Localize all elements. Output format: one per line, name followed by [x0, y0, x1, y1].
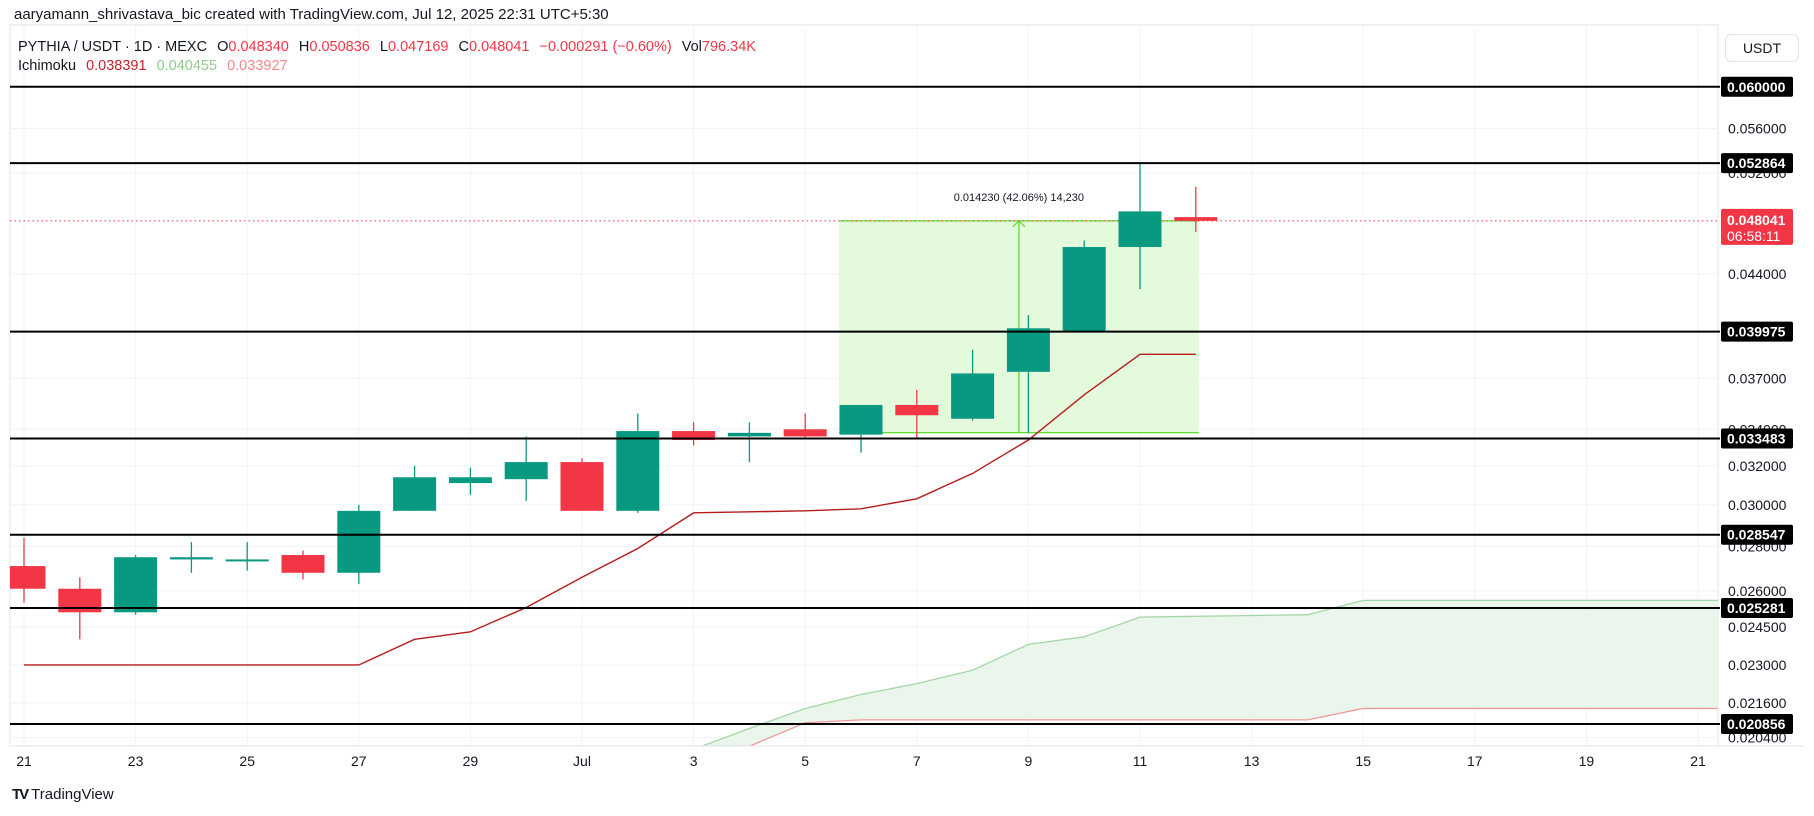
candle-body — [1062, 247, 1106, 332]
time-axis-label: 27 — [351, 753, 367, 769]
last-price-label: 0.048041 — [1727, 212, 1786, 228]
time-axis-label: 19 — [1579, 753, 1595, 769]
candle-body — [616, 431, 660, 511]
candle-body — [281, 555, 325, 573]
high-value: H0.050836 — [298, 39, 370, 55]
price-axis-label: 0.021600 — [1728, 695, 1787, 711]
price-axis-label: 0.056000 — [1728, 120, 1787, 136]
candle-body — [337, 510, 381, 573]
level-price-label: 0.025281 — [1727, 600, 1786, 616]
time-axis-label: 21 — [1690, 753, 1706, 769]
candle-body — [504, 462, 548, 480]
tradingview-logo: TV TradingView — [12, 786, 114, 803]
tradingview-logo-icon: TV — [12, 786, 29, 803]
candle-body — [951, 373, 995, 419]
last-price-tag — [1721, 208, 1793, 245]
candle-body — [1006, 328, 1050, 372]
countdown-label: 06:58:11 — [1727, 228, 1781, 244]
change-value: −0.000291 (−0.60%) — [539, 39, 672, 55]
time-axis-label: 9 — [1025, 753, 1033, 769]
price-axis-label: 0.023000 — [1728, 657, 1787, 673]
candle-body — [895, 404, 939, 416]
chart-legend: PYTHIA / USDT · 1D · MEXC O0.048340 H0.0… — [18, 38, 762, 76]
candle-body — [727, 432, 771, 437]
symbol-title[interactable]: PYTHIA / USDT · 1D · MEXC — [18, 39, 208, 55]
level-price-label: 0.020856 — [1727, 716, 1786, 732]
time-axis-label: 11 — [1133, 753, 1148, 769]
level-price-tag — [1721, 597, 1793, 618]
candle-body — [169, 557, 213, 560]
level-price-label: 0.052864 — [1727, 155, 1786, 171]
price-axis-label: 0.037000 — [1728, 370, 1787, 386]
cloud-lower-line — [747, 707, 1718, 746]
level-price-label: 0.060000 — [1727, 79, 1786, 95]
level-price-label: 0.039975 — [1727, 324, 1786, 340]
time-axis-label: 13 — [1244, 753, 1260, 769]
time-axis-label: 5 — [801, 753, 809, 769]
indicator-value: 0.038391 — [86, 58, 147, 74]
time-axis-label: 3 — [690, 753, 698, 769]
price-axis-label: 0.030000 — [1728, 497, 1787, 513]
candle-body — [448, 477, 492, 484]
candle-body — [58, 588, 102, 613]
indicator-value: 0.033927 — [227, 58, 288, 74]
ichimoku-cloud — [702, 600, 1718, 746]
level-price-tag — [1721, 321, 1793, 342]
candle-body — [560, 462, 604, 511]
ichimoku-base-line — [24, 353, 1196, 666]
price-axis-label: 0.026000 — [1728, 583, 1787, 599]
measure-label: 0.014230 (42.06%) 14,230 — [954, 192, 1084, 204]
volume-value: Vol796.34K — [681, 39, 756, 55]
indicator-name[interactable]: Ichimoku — [18, 58, 77, 74]
open-value: O0.048340 — [217, 39, 289, 55]
candle-body — [672, 431, 716, 441]
candle-body — [1174, 217, 1218, 221]
time-axis-label: 15 — [1355, 753, 1371, 769]
time-axis-label: 23 — [128, 753, 144, 769]
price-axis-label: 0.032000 — [1728, 458, 1787, 474]
level-price-tag — [1721, 524, 1793, 545]
time-axis-label: 29 — [463, 753, 479, 769]
plot-group: 0.014230 (42.06%) 14,230 — [10, 25, 1718, 746]
indicator-row: Ichimoku 0.038391 0.040455 0.033927 — [18, 57, 762, 76]
level-price-tag — [1721, 713, 1793, 734]
level-price-tag — [1721, 428, 1793, 449]
candle-body — [839, 404, 883, 435]
level-price-tag — [1721, 76, 1793, 97]
ohlc-row: PYTHIA / USDT · 1D · MEXC O0.048340 H0.0… — [18, 38, 762, 57]
candle-body — [114, 557, 158, 613]
price-axis-label: 0.044000 — [1728, 266, 1787, 282]
candle-body — [10, 566, 46, 589]
time-axis-label: 21 — [16, 753, 32, 769]
candle-body — [1118, 211, 1162, 248]
chart-credit: aaryamann_shrivastava_bic created with T… — [14, 6, 609, 23]
level-price-label: 0.028547 — [1727, 527, 1786, 543]
candle-body — [393, 477, 437, 511]
time-axis-label: Jul — [573, 753, 591, 769]
candle-body — [225, 559, 269, 562]
low-value: L0.047169 — [379, 39, 449, 55]
time-axis-label: 17 — [1467, 753, 1483, 769]
brand-name: TradingView — [31, 786, 114, 803]
time-axis-label: 7 — [913, 753, 921, 769]
candle-body — [783, 429, 827, 437]
level-price-tag — [1721, 153, 1793, 174]
level-price-label: 0.033483 — [1727, 431, 1786, 447]
price-axis-label: 0.024500 — [1728, 619, 1787, 635]
close-value: C0.048041 — [458, 39, 530, 55]
cloud-upper-line — [700, 599, 1718, 746]
time-axis-label: 25 — [239, 753, 255, 769]
currency-button[interactable]: USDT — [1725, 34, 1799, 62]
indicator-value: 0.040455 — [156, 58, 218, 74]
